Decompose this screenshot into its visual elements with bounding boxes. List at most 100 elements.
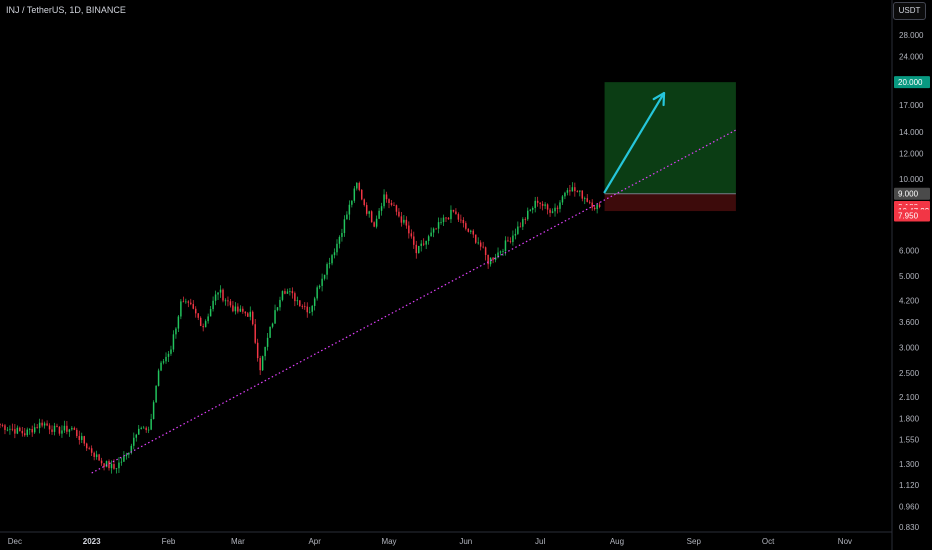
candle-body (499, 251, 502, 253)
candle (489, 257, 492, 267)
price-label-box (894, 187, 930, 200)
candle-body (291, 291, 294, 294)
candle-body (318, 285, 321, 288)
time-tick-label: Apr (308, 537, 321, 546)
candle (120, 457, 123, 466)
long-position-stop-zone[interactable] (604, 193, 736, 212)
candle-body (135, 434, 138, 438)
candle (61, 425, 63, 438)
candle (185, 298, 187, 304)
candle (450, 205, 452, 223)
candle (224, 298, 227, 306)
candle (564, 191, 566, 200)
candle (294, 291, 296, 307)
candle (363, 198, 365, 207)
candle-body (378, 210, 380, 219)
candle (591, 199, 593, 211)
candle-body (199, 317, 202, 327)
price-tick-label: 2.100 (899, 393, 920, 402)
candle-body (281, 291, 284, 300)
long-position-profit-zone[interactable] (604, 82, 736, 194)
candle-body (385, 194, 388, 200)
currency-button[interactable]: USDT (893, 2, 926, 20)
candle-body (36, 427, 38, 429)
candle (291, 287, 294, 299)
candle (234, 302, 237, 315)
candle (440, 217, 442, 225)
candle-body (33, 427, 36, 433)
candle (588, 200, 591, 205)
candle-body (11, 428, 14, 430)
candle (28, 428, 31, 435)
candle (551, 208, 554, 214)
candle (331, 254, 333, 266)
candle (593, 205, 596, 211)
candle-body (331, 255, 333, 264)
candle-body (356, 182, 358, 189)
target-arrow[interactable] (603, 91, 666, 194)
candle-body (113, 464, 115, 469)
candle (284, 288, 286, 295)
candle (422, 238, 425, 247)
candle-body (279, 299, 281, 308)
candle (51, 425, 53, 435)
candle (519, 222, 522, 228)
candle-body (368, 211, 370, 214)
candle-body (348, 204, 351, 215)
candle-body (566, 190, 569, 193)
candle-body (462, 220, 465, 224)
candle (266, 333, 269, 351)
candle-body (388, 199, 390, 203)
candle-body (504, 240, 507, 252)
candle (202, 323, 204, 332)
candle-body (470, 230, 472, 232)
candle (378, 207, 380, 220)
candle (455, 208, 457, 215)
candle (256, 338, 259, 362)
candle (348, 200, 351, 221)
candle (9, 425, 11, 435)
candle (375, 215, 378, 229)
candle (204, 319, 207, 328)
candle (536, 196, 539, 207)
candle-body (519, 226, 522, 228)
candle (569, 185, 571, 196)
candle-body (219, 289, 222, 293)
candle (254, 319, 256, 345)
candle-body (427, 236, 430, 241)
candle (420, 240, 422, 252)
candle-body (120, 461, 123, 463)
candle-body (31, 428, 33, 433)
candle (477, 237, 479, 245)
candle (586, 194, 588, 203)
candle (244, 311, 247, 317)
candle-body (41, 422, 43, 426)
candle-body (63, 425, 66, 431)
candle (125, 452, 128, 460)
candle (576, 190, 579, 193)
candle (509, 237, 512, 244)
candle-body (242, 308, 244, 312)
price-tick-label: 0.830 (899, 523, 920, 532)
target-arrow-head (652, 91, 666, 107)
candle-body (474, 234, 477, 243)
candle-body (165, 356, 167, 362)
support-trendline[interactable] (91, 129, 737, 474)
candle (517, 221, 519, 235)
candle (108, 459, 110, 471)
candle-body (517, 226, 519, 234)
candle-body (408, 225, 410, 234)
candle-body (584, 198, 586, 200)
candle-body (157, 370, 160, 386)
candle (470, 229, 472, 235)
candle-body (306, 306, 308, 313)
candle-body (405, 219, 408, 226)
candle-body (569, 190, 571, 192)
candle (152, 400, 155, 420)
candle (321, 273, 323, 292)
candle-body (190, 302, 192, 305)
candle (559, 200, 561, 213)
price-label-box (894, 209, 930, 222)
candle (145, 426, 147, 433)
